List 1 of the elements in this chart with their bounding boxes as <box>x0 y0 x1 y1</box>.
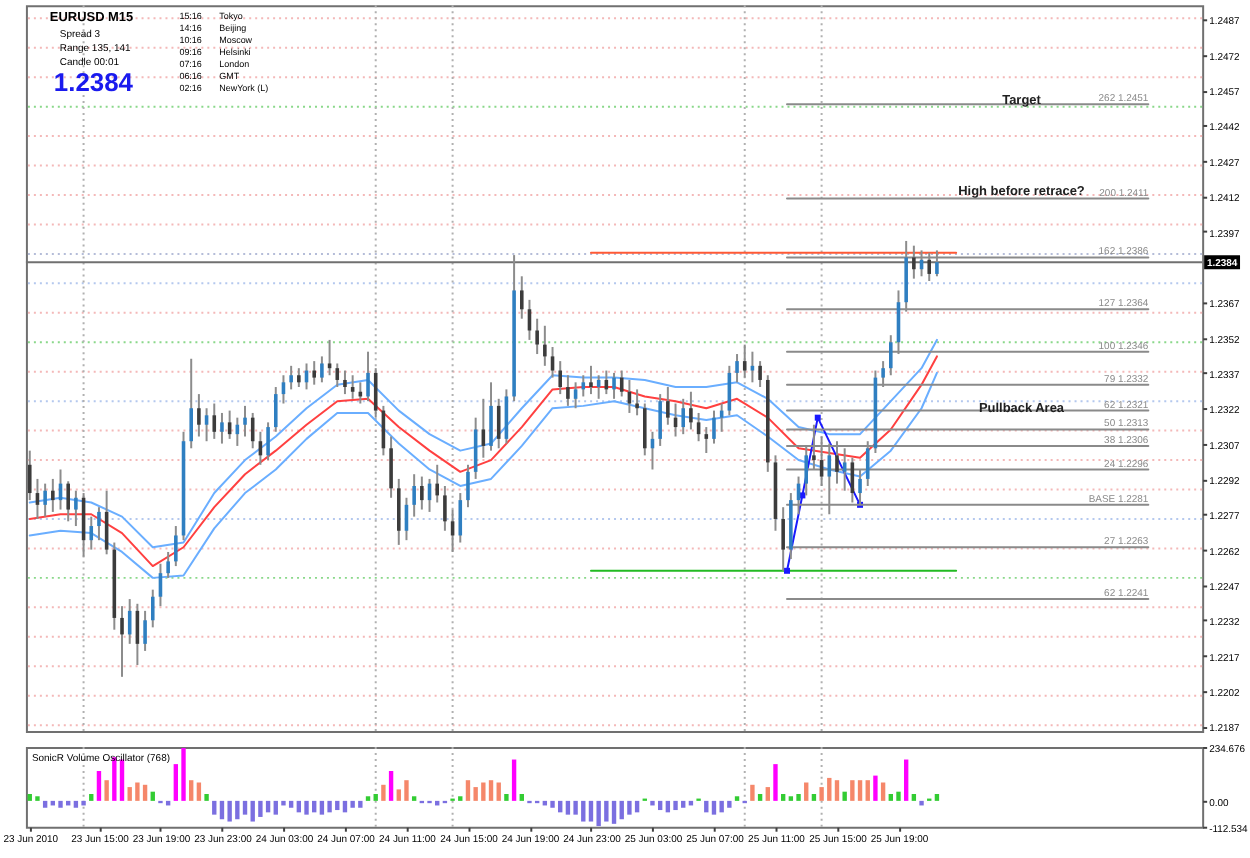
annotation: 1.2384 <box>53 67 135 98</box>
